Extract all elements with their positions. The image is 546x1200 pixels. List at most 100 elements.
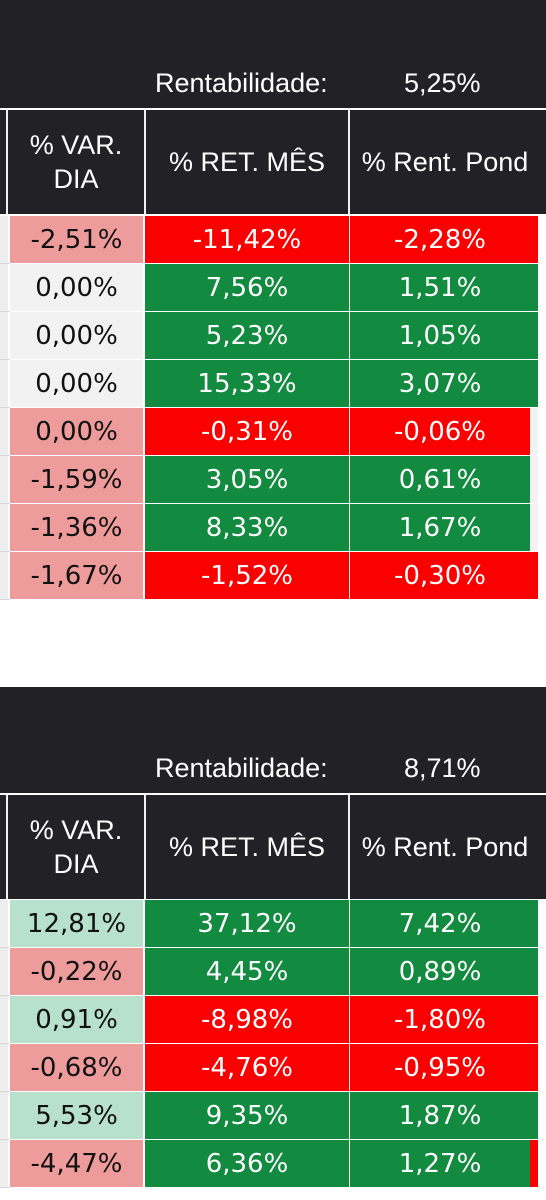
rentabilidade-label: Rentabilidade: (155, 753, 328, 783)
row-divider (0, 359, 10, 360)
var-dia-cell[interactable]: 12,81% (10, 900, 143, 947)
rent-pond-cell[interactable]: 1,27% (350, 1140, 530, 1187)
ret-mes-cell[interactable]: -11,42% (145, 216, 349, 263)
ret-mes-cell[interactable]: 4,45% (145, 948, 349, 995)
column-divider (348, 795, 350, 899)
row-edge (0, 1044, 8, 1092)
row-divider (0, 947, 10, 948)
column-header-row-1: % VAR. DIA % RET. MÊS % Rent. Pond (0, 110, 546, 214)
row-divider (0, 407, 10, 408)
ret-mes-cell[interactable]: 37,12% (145, 900, 349, 947)
ret-mes-cell[interactable]: 6,36% (145, 1140, 349, 1187)
table-row[interactable]: 0,00% 7,56% 1,51% (0, 264, 546, 312)
adjacent-column-edge (530, 1140, 538, 1187)
adjacent-column-edge (530, 900, 538, 947)
ret-mes-cell[interactable]: -0,31% (145, 408, 349, 455)
summary-header-2: Rentabilidade: 8,71% (0, 687, 546, 793)
row-divider (0, 995, 10, 996)
column-header-var-dia[interactable]: % VAR. DIA (29, 815, 123, 879)
ret-mes-cell[interactable]: -1,52% (145, 552, 349, 599)
rent-pond-cell[interactable]: -0,95% (350, 1044, 530, 1091)
column-header-ret-mes[interactable]: % RET. MÊS (168, 832, 326, 862)
ret-mes-cell[interactable]: 3,05% (145, 456, 349, 503)
row-edge (0, 1092, 8, 1140)
adjacent-column-edge (530, 1044, 538, 1091)
adjacent-column-edge (530, 216, 538, 263)
ret-mes-cell[interactable]: 5,23% (145, 312, 349, 359)
adjacent-column-edge (530, 264, 538, 311)
rent-pond-cell[interactable]: 0,89% (350, 948, 530, 995)
column-header-var-dia[interactable]: % VAR. DIA (29, 130, 123, 194)
table-row[interactable]: -0,22% 4,45% 0,89% (0, 948, 546, 996)
rentabilidade-label: Rentabilidade: (155, 68, 328, 98)
var-dia-cell[interactable]: 5,53% (10, 1092, 143, 1139)
row-divider (0, 1187, 10, 1188)
column-divider (6, 110, 8, 214)
table-row[interactable]: 0,00% 5,23% 1,05% (0, 312, 546, 360)
var-dia-cell[interactable]: 0,00% (10, 312, 143, 359)
ret-mes-cell[interactable]: -4,76% (145, 1044, 349, 1091)
rent-pond-cell[interactable]: 1,67% (350, 504, 530, 551)
var-dia-cell[interactable]: -1,59% (10, 456, 143, 503)
adjacent-column-edge (530, 1092, 538, 1139)
rent-pond-cell[interactable]: 3,07% (350, 360, 530, 407)
var-dia-cell[interactable]: -4,47% (10, 1140, 143, 1187)
rent-pond-cell[interactable]: 1,87% (350, 1092, 530, 1139)
column-divider (348, 110, 350, 214)
var-dia-cell[interactable]: -1,67% (10, 552, 143, 599)
var-dia-cell[interactable]: 0,00% (10, 264, 143, 311)
var-dia-cell[interactable]: -0,68% (10, 1044, 143, 1091)
ret-mes-cell[interactable]: 7,56% (145, 264, 349, 311)
summary-header-1: Rentabilidade: 5,25% (0, 0, 546, 108)
table-row[interactable]: -1,59% 3,05% 0,61% (0, 456, 546, 504)
var-dia-cell[interactable]: -0,22% (10, 948, 143, 995)
column-divider (6, 795, 8, 899)
column-header-rent-pond[interactable]: % Rent. Pond (361, 147, 529, 177)
table-row[interactable]: -2,51% -11,42% -2,28% (0, 216, 546, 264)
var-dia-cell[interactable]: -2,51% (10, 216, 143, 263)
row-edge (0, 948, 8, 996)
var-dia-cell[interactable]: 0,00% (10, 408, 143, 455)
adjacent-column-edge (530, 948, 538, 995)
ret-mes-cell[interactable]: 8,33% (145, 504, 349, 551)
adjacent-column-edge (530, 552, 538, 599)
adjacent-column-edge (530, 456, 538, 503)
ret-mes-cell[interactable]: -8,98% (145, 996, 349, 1043)
table-row[interactable]: 5,53% 9,35% 1,87% (0, 1092, 546, 1140)
table-row[interactable]: 0,00% -0,31% -0,06% (0, 408, 546, 456)
rent-pond-cell[interactable]: -1,80% (350, 996, 530, 1043)
row-edge (0, 408, 8, 456)
adjacent-column-edge (530, 504, 538, 551)
column-header-ret-mes[interactable]: % RET. MÊS (168, 147, 326, 177)
rent-pond-cell[interactable]: -0,30% (350, 552, 530, 599)
row-edge (0, 456, 8, 504)
column-divider (144, 795, 146, 899)
table-row[interactable]: -1,36% 8,33% 1,67% (0, 504, 546, 552)
row-edge (0, 504, 8, 552)
ret-mes-cell[interactable]: 15,33% (145, 360, 349, 407)
table-row[interactable]: -0,68% -4,76% -0,95% (0, 1044, 546, 1092)
adjacent-column-edge (530, 312, 538, 359)
column-header-rent-pond[interactable]: % Rent. Pond (361, 832, 529, 862)
var-dia-cell[interactable]: 0,00% (10, 360, 143, 407)
var-dia-cell[interactable]: 0,91% (10, 996, 143, 1043)
row-edge (0, 312, 8, 360)
row-edge (0, 1140, 8, 1188)
table-row[interactable]: -4,47% 6,36% 1,27% (0, 1140, 546, 1188)
var-dia-cell[interactable]: -1,36% (10, 504, 143, 551)
rent-pond-cell[interactable]: -0,06% (350, 408, 530, 455)
rent-pond-cell[interactable]: 7,42% (350, 900, 530, 947)
table-row[interactable]: 0,91% -8,98% -1,80% (0, 996, 546, 1044)
rent-pond-cell[interactable]: 0,61% (350, 456, 530, 503)
rentabilidade-value: 5,25% (404, 68, 481, 98)
rent-pond-cell[interactable]: 1,51% (350, 264, 530, 311)
row-edge (0, 996, 8, 1044)
ret-mes-cell[interactable]: 9,35% (145, 1092, 349, 1139)
column-header-row-2: % VAR. DIA % RET. MÊS % Rent. Pond (0, 795, 546, 899)
row-divider (0, 263, 10, 264)
table-row[interactable]: -1,67% -1,52% -0,30% (0, 552, 546, 600)
rent-pond-cell[interactable]: -2,28% (350, 216, 530, 263)
table-row[interactable]: 0,00% 15,33% 3,07% (0, 360, 546, 408)
rent-pond-cell[interactable]: 1,05% (350, 312, 530, 359)
table-row[interactable]: 12,81% 37,12% 7,42% (0, 900, 546, 948)
